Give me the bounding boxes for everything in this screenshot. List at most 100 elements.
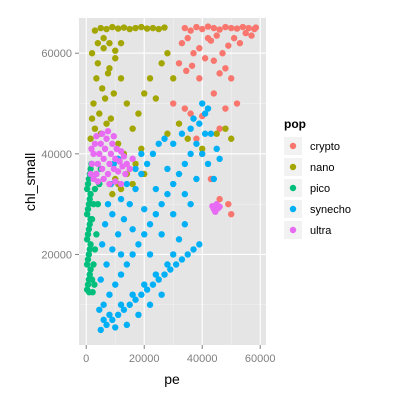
point-nano-38 bbox=[152, 95, 160, 102]
point-synecho-98 bbox=[199, 100, 206, 107]
point-ultra-2 bbox=[90, 150, 97, 158]
point-synecho-3 bbox=[114, 311, 122, 319]
point-crypto-7 bbox=[222, 23, 229, 31]
point-nano-15 bbox=[100, 44, 107, 52]
point-synecho-63 bbox=[106, 311, 113, 319]
point-pico-24 bbox=[87, 165, 94, 173]
point-synecho-48 bbox=[178, 130, 186, 137]
y-tick-label-2: 60000 bbox=[41, 48, 72, 60]
point-synecho-38 bbox=[114, 231, 122, 238]
x-axis-tick-labels: 0 20000 40000 60000 bbox=[83, 353, 275, 365]
point-nano-51 bbox=[117, 39, 125, 47]
point-ultra-13 bbox=[106, 160, 113, 168]
point-nano-45 bbox=[117, 185, 125, 193]
point-synecho-64 bbox=[100, 316, 107, 324]
point-crypto-26 bbox=[183, 67, 190, 75]
point-nano-48 bbox=[100, 34, 107, 42]
point-crypto-2 bbox=[193, 23, 200, 31]
legend-title: pop bbox=[284, 117, 306, 131]
point-synecho-1 bbox=[103, 321, 110, 329]
legend-label-nano: nano bbox=[310, 162, 334, 174]
point-pico-12 bbox=[85, 226, 93, 233]
point-crypto-23 bbox=[230, 34, 238, 42]
point-nano-0 bbox=[91, 27, 99, 34]
point-crypto-29 bbox=[216, 70, 223, 77]
point-synecho-82 bbox=[138, 150, 145, 158]
point-pico-6 bbox=[84, 256, 92, 263]
legend-label-synecho: synecho bbox=[310, 204, 351, 216]
legend-marker-ultra bbox=[289, 226, 297, 234]
point-synecho-24 bbox=[135, 241, 142, 248]
point-nano-12 bbox=[161, 24, 168, 31]
point-crypto-17 bbox=[196, 44, 203, 52]
point-synecho-58 bbox=[164, 261, 171, 268]
point-synecho-97 bbox=[204, 105, 212, 112]
x-tick-label-1: 20000 bbox=[129, 353, 160, 365]
point-synecho-4 bbox=[120, 306, 128, 313]
point-synecho-9 bbox=[149, 281, 157, 288]
point-nano-28 bbox=[103, 120, 110, 127]
point-synecho-11 bbox=[161, 271, 168, 278]
point-nano-43 bbox=[138, 145, 145, 152]
legend-marker-pico bbox=[289, 184, 297, 192]
point-pico-27 bbox=[91, 246, 99, 253]
point-nano-58 bbox=[175, 120, 183, 127]
point-nano-42 bbox=[132, 160, 139, 168]
point-pico-38 bbox=[85, 288, 93, 296]
point-ultra-8 bbox=[98, 165, 106, 173]
point-synecho-47 bbox=[170, 140, 177, 147]
point-nano-41 bbox=[170, 75, 177, 82]
point-crypto-1 bbox=[187, 27, 194, 34]
point-nano-11 bbox=[155, 25, 162, 33]
point-crypto-38 bbox=[216, 125, 223, 132]
point-nano-24 bbox=[101, 95, 109, 102]
point-synecho-62 bbox=[117, 301, 125, 308]
point-nano-9 bbox=[143, 25, 151, 32]
point-nano-30 bbox=[123, 100, 131, 107]
point-nano-62 bbox=[129, 180, 136, 188]
point-synecho-60 bbox=[141, 281, 148, 288]
point-synecho-93 bbox=[104, 200, 112, 208]
point-synecho-50 bbox=[196, 120, 203, 127]
point-synecho-92 bbox=[101, 221, 109, 228]
point-synecho-45 bbox=[155, 140, 162, 147]
point-nano-54 bbox=[213, 130, 220, 137]
point-synecho-23 bbox=[129, 251, 136, 258]
point-synecho-86 bbox=[213, 145, 220, 152]
legend-items: crypto nano pico synecho ultra bbox=[284, 137, 351, 239]
point-pico-31 bbox=[91, 185, 99, 193]
point-synecho-90 bbox=[96, 306, 103, 313]
point-crypto-9 bbox=[233, 25, 241, 32]
point-synecho-91 bbox=[98, 241, 106, 248]
legend-label-crypto: crypto bbox=[310, 141, 340, 153]
point-synecho-28 bbox=[158, 200, 165, 208]
point-synecho-2 bbox=[109, 316, 116, 324]
point-pico-39 bbox=[91, 281, 98, 288]
point-ultra-1 bbox=[88, 160, 96, 168]
point-synecho-25 bbox=[141, 231, 148, 238]
point-ultra-24 bbox=[122, 170, 129, 178]
point-synecho-75 bbox=[146, 251, 154, 258]
point-nano-13 bbox=[88, 50, 96, 57]
point-crypto-37 bbox=[233, 100, 241, 107]
point-synecho-55 bbox=[181, 221, 189, 228]
point-synecho-85 bbox=[207, 130, 215, 137]
point-synecho-16 bbox=[190, 246, 197, 253]
point-synecho-89 bbox=[216, 155, 223, 163]
point-ultra-30 bbox=[112, 178, 119, 185]
point-synecho-61 bbox=[129, 291, 136, 298]
point-ultra-38 bbox=[129, 155, 136, 163]
point-crypto-25 bbox=[175, 60, 183, 67]
point-pico-22 bbox=[85, 175, 93, 183]
point-synecho-14 bbox=[178, 256, 186, 263]
point-synecho-21 bbox=[117, 271, 125, 278]
point-nano-16 bbox=[106, 65, 113, 72]
point-nano-64 bbox=[184, 135, 191, 142]
point-ultra-5 bbox=[94, 160, 102, 168]
point-synecho-87 bbox=[204, 160, 212, 168]
point-synecho-49 bbox=[187, 125, 194, 132]
point-synecho-34 bbox=[193, 140, 200, 147]
point-synecho-35 bbox=[97, 276, 104, 283]
y-tick-label-1: 40000 bbox=[41, 149, 72, 161]
point-synecho-69 bbox=[112, 324, 119, 331]
